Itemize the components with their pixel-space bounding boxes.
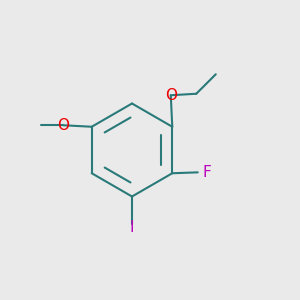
Text: I: I (130, 220, 134, 236)
Text: F: F (202, 165, 211, 180)
Text: O: O (57, 118, 69, 133)
Text: O: O (165, 88, 177, 103)
